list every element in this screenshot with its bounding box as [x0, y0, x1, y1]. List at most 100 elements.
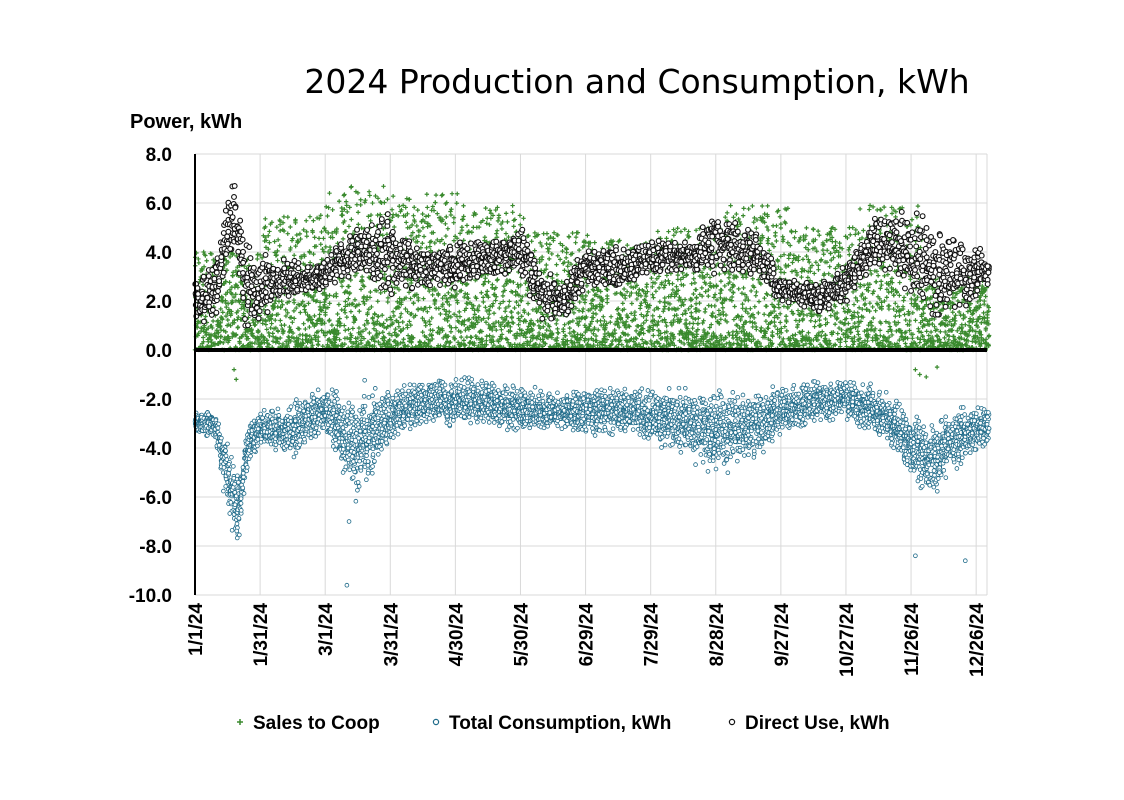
sales-point	[628, 284, 634, 290]
sales-point	[411, 213, 416, 218]
sales-point	[857, 206, 863, 212]
sales-point	[821, 252, 826, 257]
sales-point	[653, 289, 659, 294]
sales-point	[664, 323, 669, 329]
sales-point	[322, 321, 327, 326]
sales-point	[893, 301, 898, 306]
sales-point	[878, 207, 884, 213]
sales-point	[563, 255, 569, 261]
sales-point	[858, 282, 863, 287]
sales-point	[312, 313, 317, 319]
sales-point	[795, 322, 801, 327]
sales-point	[340, 278, 346, 284]
sales-point	[555, 326, 560, 332]
sales-point	[268, 316, 274, 321]
sales-point	[881, 204, 887, 210]
sales-point	[605, 296, 610, 301]
sales-point	[754, 225, 759, 231]
sales-point	[865, 338, 870, 344]
sales-point	[290, 330, 296, 336]
sales-point	[273, 340, 279, 345]
sales-point	[398, 311, 404, 316]
sales-point	[315, 329, 321, 334]
sales-point	[412, 205, 417, 210]
sales-point	[370, 315, 375, 320]
sales-point	[375, 196, 381, 201]
sales-point	[815, 228, 821, 234]
sales-point	[288, 245, 293, 251]
sales-point	[829, 257, 834, 263]
sales-point	[917, 340, 922, 345]
sales-point	[593, 311, 599, 317]
sales-point	[229, 298, 235, 303]
sales-point	[218, 324, 223, 330]
sales-point	[430, 292, 435, 298]
sales-point	[763, 319, 769, 324]
sales-point	[656, 285, 662, 291]
sales-point	[740, 301, 745, 307]
sales-point	[843, 339, 848, 344]
sales-point	[327, 317, 332, 323]
sales-point	[263, 224, 268, 229]
sales-point	[421, 296, 426, 301]
sales-point	[734, 211, 739, 217]
sales-point	[691, 291, 696, 297]
sales-point	[342, 323, 347, 328]
sales-point	[263, 322, 269, 327]
sales-point	[390, 309, 396, 314]
sales-point	[317, 312, 322, 317]
sales-point	[650, 313, 655, 319]
sales-point	[831, 255, 836, 260]
sales-point	[241, 343, 246, 348]
sales-point	[314, 298, 320, 304]
sales-point	[212, 333, 218, 338]
sales-point	[480, 295, 486, 300]
sales-point	[336, 330, 341, 336]
sales-point	[230, 270, 236, 275]
sales-point	[493, 298, 498, 303]
sales-point	[404, 220, 409, 225]
sales-point	[371, 336, 376, 341]
sales-point	[510, 210, 515, 215]
sales-point	[269, 321, 274, 326]
sales-point	[521, 216, 526, 221]
sales-point	[481, 299, 486, 305]
sales-point	[901, 295, 907, 300]
sales-point	[717, 271, 722, 277]
sales-point	[308, 340, 314, 345]
sales-point	[330, 235, 335, 240]
sales-point	[334, 294, 339, 299]
sales-point	[393, 326, 398, 332]
sales-point	[506, 234, 511, 240]
sales-point	[867, 300, 873, 306]
sales-point	[440, 295, 445, 301]
sales-point	[657, 299, 663, 304]
sales-point	[376, 314, 381, 319]
sales-point	[307, 324, 312, 330]
sales-point	[855, 310, 860, 315]
sales-point	[916, 326, 921, 331]
sales-point	[384, 317, 389, 323]
sales-point	[224, 268, 230, 273]
sales-point	[723, 312, 729, 318]
sales-point	[656, 328, 661, 333]
sales-point	[227, 280, 232, 285]
sales-point	[267, 333, 272, 339]
sales-point	[427, 322, 433, 327]
sales-point	[337, 323, 343, 328]
sales-point	[286, 299, 292, 304]
sales-point	[690, 326, 695, 331]
sales-point	[312, 333, 317, 338]
sales-point	[777, 214, 783, 219]
sales-point	[457, 314, 463, 319]
sales-point	[507, 299, 512, 304]
sales-point	[212, 342, 218, 348]
sales-point	[272, 239, 277, 244]
sales-point	[753, 293, 759, 298]
sales-point	[264, 327, 269, 332]
sales-point	[275, 312, 281, 317]
sales-point	[591, 331, 596, 336]
sales-point	[329, 322, 335, 328]
sales-point	[208, 333, 214, 339]
